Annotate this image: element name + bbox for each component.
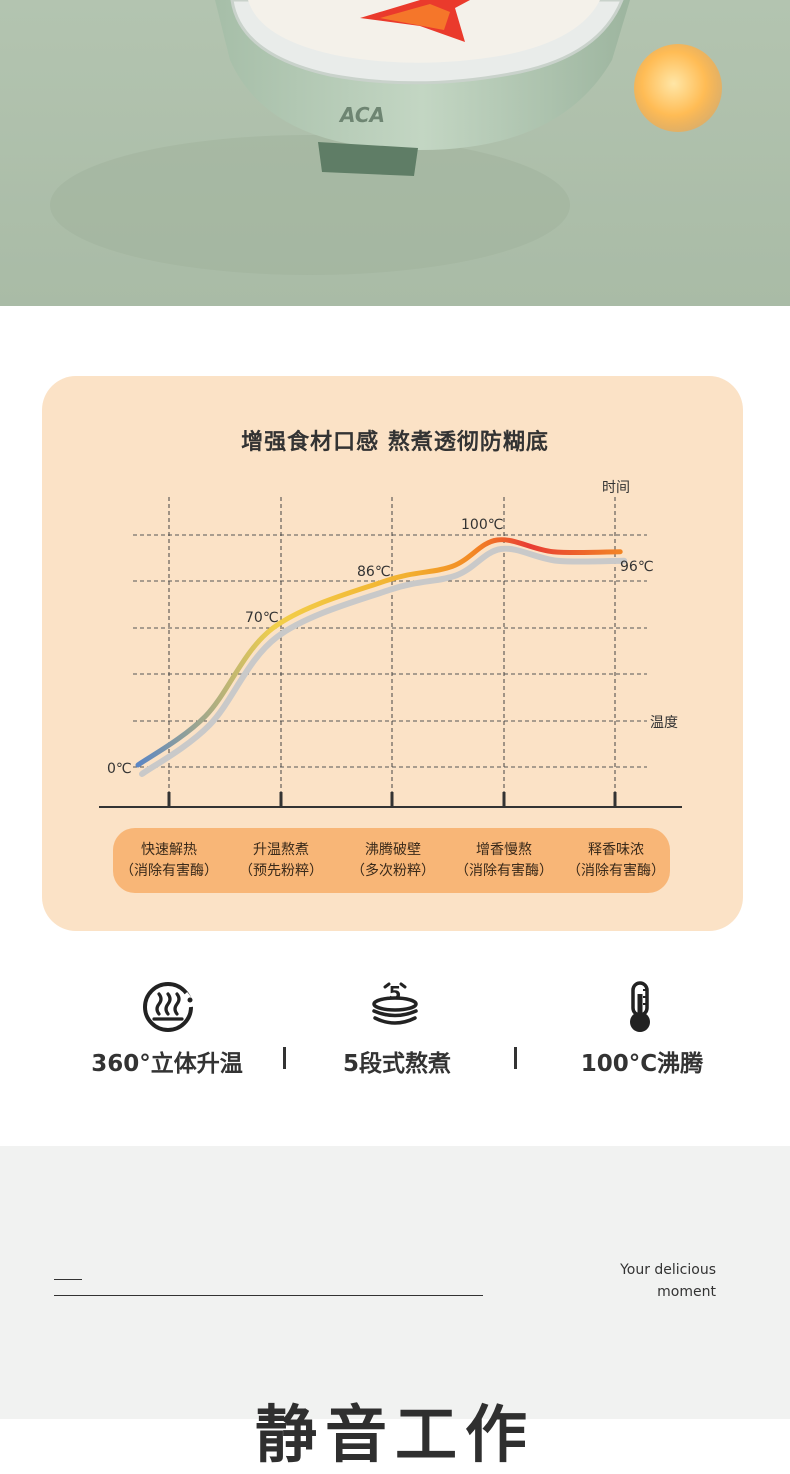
stage-4: 增香慢熬 （消除有害酶） [444, 840, 564, 882]
svg-text:5: 5 [389, 983, 402, 1004]
stage-2: 升温熬煮 （预先粉粹） [221, 840, 341, 882]
chart-title: 增强食材口感 熬煮透彻防糊底 [0, 424, 790, 456]
x-axis-tick [168, 792, 171, 807]
hero-banner: ACA [0, 0, 790, 306]
surround-heat-icon [141, 980, 195, 1034]
x-axis [99, 792, 682, 807]
tagline-line-1: Your delicious [560, 1259, 716, 1281]
stage-name: 释香味浓 [556, 840, 676, 861]
tagline: Your delicious moment [560, 1259, 716, 1303]
egg-yolk-decoration [634, 44, 722, 132]
x-axis-tick [280, 792, 283, 807]
temperature-label: 70℃ [245, 610, 279, 626]
stage-note: （消除有害酶） [444, 861, 564, 882]
hero-illustration: ACA [0, 0, 790, 306]
pot-foot [318, 142, 418, 176]
feature-divider [514, 1047, 517, 1069]
temperature-label: 96℃ [620, 559, 654, 575]
stage-note: （预先粉粹） [221, 861, 341, 882]
pot-shadow [50, 135, 570, 275]
temperature-annotations: 0℃ 70℃ 86℃ 100℃ 96℃ [107, 517, 654, 777]
feature-label-360-heating: 360°立体升温 [57, 1044, 277, 1078]
brand-logo: ACA [338, 103, 385, 127]
x-axis-label: 时间 [602, 480, 630, 496]
stage-note: （消除有害酶） [109, 861, 229, 882]
five-stage-pot-icon: 5 [368, 980, 422, 1034]
feature-label-100-boil: 100°C沸腾 [532, 1044, 752, 1078]
section-title: 静音工作 [0, 1384, 790, 1474]
x-axis-tick [614, 792, 617, 807]
stage-1: 快速解热 （消除有害酶） [109, 840, 229, 882]
feature-label-5-stage: 5段式熬煮 [287, 1044, 507, 1078]
temperature-curve-chart: 0℃ 70℃ 86℃ 100℃ 96℃ 时间 温度 [0, 476, 790, 821]
stage-name: 增香慢熬 [444, 840, 564, 861]
thermometer-icon [613, 980, 667, 1034]
stage-name: 快速解热 [109, 840, 229, 861]
stage-3: 沸腾破壁 （多次粉粹） [333, 840, 453, 882]
y-axis-label: 温度 [650, 715, 678, 731]
temperature-label: 0℃ [107, 761, 132, 777]
stage-5: 释香味浓 （消除有害酶） [556, 840, 676, 882]
stage-note: （多次粉粹） [333, 861, 453, 882]
grid-lines [133, 497, 647, 800]
decor-line-long [54, 1295, 483, 1296]
temperature-label: 86℃ [357, 564, 391, 580]
stage-note: （消除有害酶） [556, 861, 676, 882]
decor-line-short [54, 1279, 82, 1280]
x-axis-tick [391, 792, 394, 807]
temperature-label: 100℃ [461, 517, 503, 533]
tagline-line-2: moment [560, 1281, 716, 1303]
stage-name: 升温熬煮 [221, 840, 341, 861]
stage-name: 沸腾破壁 [333, 840, 453, 861]
x-axis-tick [503, 792, 506, 807]
feature-divider [283, 1047, 286, 1069]
